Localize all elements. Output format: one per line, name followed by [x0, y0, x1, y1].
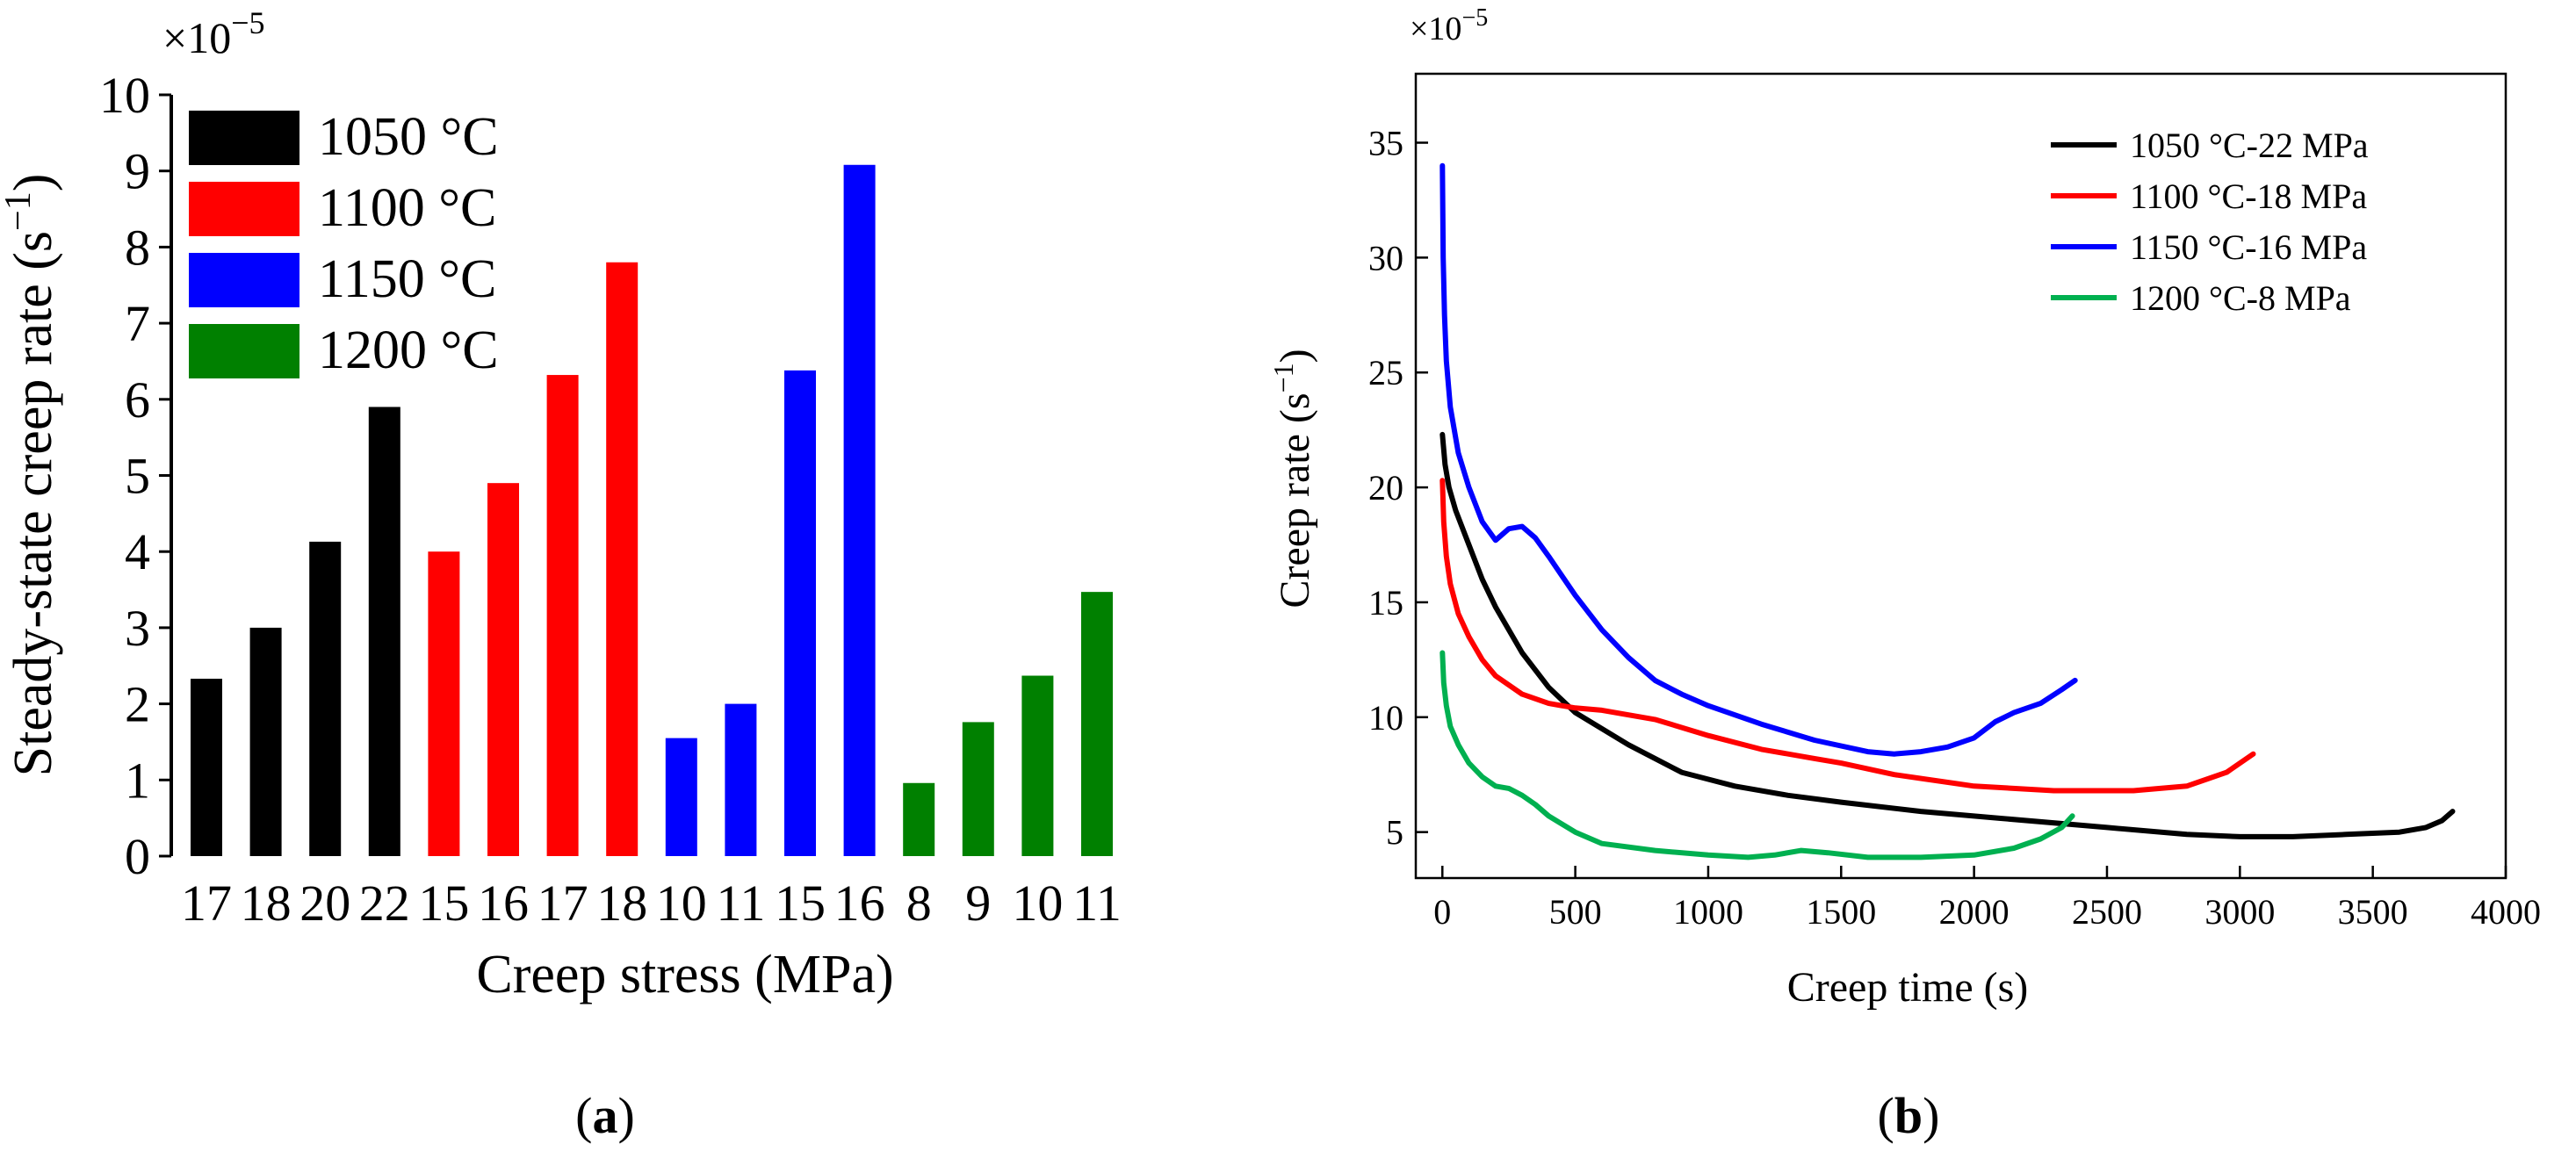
panel-b-plot-frame	[1414, 72, 2507, 880]
panel-a-x-tick-label: 15	[775, 875, 826, 932]
panel-a-legend-label: 1150 °C	[318, 249, 496, 309]
panel-a-y-tick-label: 2	[125, 676, 150, 733]
bar	[546, 375, 579, 856]
panel-b-series-lines	[1440, 162, 2456, 860]
panel-a-caption: (a)	[575, 1087, 635, 1144]
panel-b-y-tick-label: 10	[1368, 698, 1403, 738]
bar	[428, 551, 460, 856]
panel-b-caption: (b)	[1878, 1087, 1940, 1144]
panel-b-x-axis-label: Creep time (s)	[1787, 964, 2029, 1011]
panel-a-x-tick-label: 17	[538, 875, 588, 932]
bar	[309, 541, 342, 856]
panel-b-x-tick-label: 1500	[1806, 892, 1876, 932]
panel-b-y-tick-label: 35	[1368, 124, 1403, 163]
panel-b-legend: 1050 °C-22 MPa 1100 °C-18 MPa 1150 °C-16 M…	[2051, 126, 2369, 318]
panel-b-y-tick-label: 20	[1368, 468, 1403, 508]
bar	[368, 407, 400, 856]
panel-b-x-tick-label: 2500	[2072, 892, 2142, 932]
panel-a-x-tick-labels: 17 18 20 22 15 16 17 18 10 11 15 16 8 9 10 11	[181, 875, 1122, 932]
panel-b-x-tick-label: 0	[1433, 892, 1451, 932]
panel-a-y-axis-label: Steady-state creep rate (s−1)	[0, 174, 63, 777]
panel-a-x-tick-label: 18	[596, 875, 647, 932]
bar	[843, 164, 876, 856]
panel-a-y-tick-label: 0	[125, 828, 150, 885]
panel-a-y-tick-label: 6	[125, 371, 150, 428]
panel-a-legend-label: 1200 °C	[318, 320, 499, 380]
panel-a-bars	[191, 164, 1113, 856]
bar	[784, 370, 816, 856]
panel-a-x-tick-label: 11	[716, 875, 765, 932]
series-line	[1440, 650, 2075, 860]
panel-a-y-tick-label: 5	[125, 448, 150, 505]
panel-a-x-tick-label: 10	[656, 875, 707, 932]
panel-a-x-tick-label: 22	[359, 875, 410, 932]
panel-a-y-tick-label: 8	[125, 219, 150, 276]
panel-a-y-tick-label: 1	[125, 752, 150, 809]
panel-a-legend-swatch	[189, 324, 299, 378]
panel-a-x-tick-label: 9	[965, 875, 991, 932]
bar	[191, 678, 222, 856]
panel-a-y-tick-label: 10	[99, 67, 150, 124]
bar	[1081, 592, 1113, 856]
panel-a-y-tick-label: 9	[125, 143, 150, 200]
bar	[1021, 675, 1054, 856]
bar	[725, 703, 757, 856]
panel-b-x-tick-label: 1000	[1673, 892, 1743, 932]
panel-b-legend-label: 1050 °C-22 MPa	[2130, 126, 2369, 165]
panel-a-legend-label: 1050 °C	[318, 107, 499, 167]
panel-a-x-tick-label: 17	[181, 875, 232, 932]
panel-b-y-tick-label: 15	[1368, 583, 1403, 623]
panel-b-y-tick-label: 25	[1368, 353, 1403, 392]
panel-b-x-tick-label: 3000	[2204, 892, 2275, 932]
panel-b-exponent: ×10−5	[1410, 4, 1488, 47]
panel-b-legend-label: 1200 °C-8 MPa	[2130, 278, 2351, 318]
bar	[606, 262, 639, 856]
bar	[487, 483, 519, 856]
panel-b-x-tick-label: 3500	[2338, 892, 2408, 932]
series-line	[1440, 162, 2078, 757]
panel-a-y-ticks: 0 1 2 3 4 5 6 7 8 9 10	[99, 67, 171, 885]
series-line	[1440, 431, 2456, 839]
panel-a-x-axis-label: Creep stress (MPa)	[476, 945, 893, 1004]
panel-a-x-tick-label: 20	[299, 875, 350, 932]
panel-a-y-tick-label: 3	[125, 600, 150, 657]
panel-a-x-tick-label: 11	[1072, 875, 1122, 932]
panel-b-y-axis-label: Creep rate (s−1)	[1267, 349, 1318, 608]
panel-a-x-tick-label: 15	[418, 875, 469, 932]
panel-a-x-tick-label: 16	[478, 875, 529, 932]
panel-b-x-tick-label: 2000	[1939, 892, 2010, 932]
panel-b-x-ticks: 0 500 1000 1500 2000 2500 3000 3500 4000	[1433, 866, 2541, 932]
panel-b-x-tick-label: 4000	[2471, 892, 2541, 932]
panel-a-y-tick-label: 4	[125, 523, 150, 580]
panel-a-y-tick-label: 7	[125, 295, 150, 352]
panel-b-legend-label: 1150 °C-16 MPa	[2130, 227, 2367, 267]
panel-b-line-chart: ×10−5 5 10 15 20 25 30 35 0 500 1000 1500 2000 2500…	[1267, 4, 2541, 1144]
panel-a-legend: 1050 °C 1100 °C 1150 °C 1200 °C	[189, 107, 499, 380]
panel-a-legend-swatch	[189, 253, 299, 307]
bar	[903, 782, 935, 856]
bar	[665, 738, 697, 856]
panel-a-x-tick-label: 10	[1012, 875, 1063, 932]
bar	[962, 722, 994, 856]
panel-b-y-tick-label: 30	[1368, 238, 1403, 277]
panel-a-legend-label: 1100 °C	[318, 178, 496, 238]
panel-a-legend-swatch	[189, 111, 299, 165]
series-line	[1440, 478, 2256, 794]
panel-b-x-tick-label: 500	[1549, 892, 1602, 932]
panel-b-y-ticks: 5 10 15 20 25 30 35	[1368, 124, 1428, 853]
panel-a-legend-swatch	[189, 182, 299, 236]
panel-b-y-tick-label: 5	[1386, 813, 1403, 853]
panel-a-exponent: ×10−5	[162, 5, 265, 62]
panel-b-legend-label: 1100 °C-18 MPa	[2130, 176, 2367, 216]
panel-a-x-tick-label: 16	[834, 875, 885, 932]
panel-a-x-tick-label: 8	[906, 875, 932, 932]
bar	[249, 627, 282, 856]
panel-a-x-tick-label: 18	[241, 875, 292, 932]
